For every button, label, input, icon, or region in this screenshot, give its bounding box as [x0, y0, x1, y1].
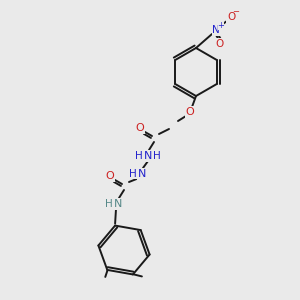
Text: H: H	[153, 151, 161, 161]
Text: N: N	[114, 199, 122, 209]
Text: N: N	[144, 151, 152, 161]
Text: +: +	[218, 20, 224, 29]
Text: O: O	[106, 171, 114, 181]
Text: O: O	[186, 107, 194, 117]
Text: O: O	[227, 12, 235, 22]
Text: O: O	[136, 123, 144, 133]
Text: H: H	[105, 199, 113, 209]
Text: H: H	[129, 169, 137, 179]
Text: O: O	[215, 39, 223, 49]
Text: H: H	[135, 151, 143, 161]
Text: −: −	[232, 8, 239, 16]
Text: N: N	[212, 25, 220, 35]
Text: N: N	[138, 169, 146, 179]
